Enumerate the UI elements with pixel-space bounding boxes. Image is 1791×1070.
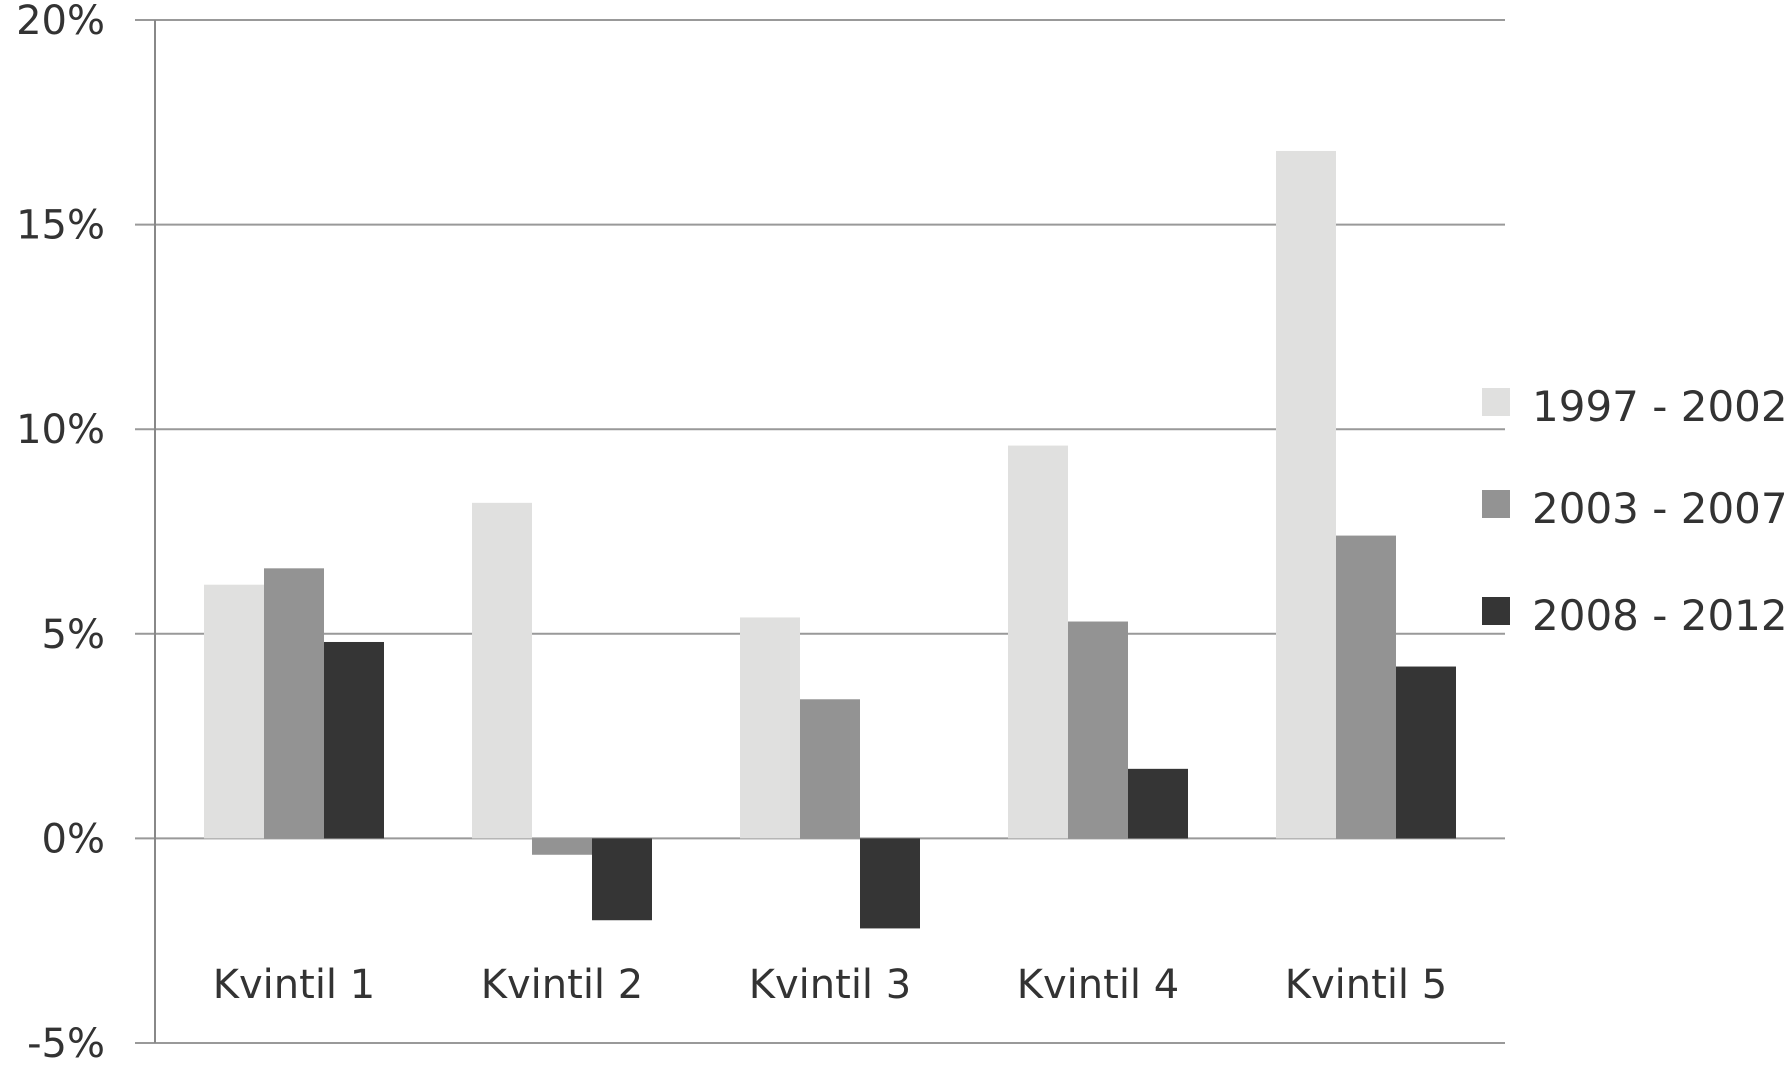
bar-2-series-2 — [532, 838, 592, 855]
y-tick-labels: -5% 0% 5% 10% 15% 20% — [16, 0, 105, 1067]
y-tick-label: -5% — [27, 1021, 105, 1067]
x-category-label: Kvintil 2 — [481, 962, 643, 1008]
bar-5-series-3 — [1396, 666, 1456, 839]
bar-3-series-3 — [860, 838, 920, 929]
legend-label-1: 1997 - 2002 — [1532, 382, 1788, 431]
x-category-label: Kvintil 3 — [749, 962, 911, 1008]
x-category-label: Kvintil 5 — [1285, 962, 1447, 1008]
bar-2-series-1 — [472, 502, 532, 839]
y-tick-label: 20% — [16, 0, 105, 44]
legend-label-2: 2003 - 2007 — [1532, 484, 1788, 533]
bar-1-series-1 — [204, 584, 264, 839]
x-category-labels: Kvintil 1 Kvintil 2 Kvintil 3 Kvintil 4 Kvin… — [213, 962, 1447, 1008]
bar-3-series-2 — [800, 699, 860, 839]
bar-4-series-1 — [1008, 445, 1068, 839]
bar-5-series-2 — [1336, 535, 1396, 839]
bars — [204, 150, 1456, 929]
legend-swatch-3 — [1482, 597, 1510, 625]
legend-swatch-1 — [1482, 388, 1510, 416]
y-tick-label: 10% — [16, 407, 105, 453]
bar-5-series-1 — [1276, 150, 1336, 839]
bar-2-series-3 — [592, 838, 652, 921]
x-category-label: Kvintil 1 — [213, 962, 375, 1008]
legend: 1997 - 2002 2003 - 2007 2008 - 2012 — [1482, 382, 1788, 640]
x-category-label: Kvintil 4 — [1017, 962, 1179, 1008]
y-tick-label: 15% — [16, 203, 105, 249]
legend-swatch-2 — [1482, 490, 1510, 518]
bar-4-series-2 — [1068, 621, 1128, 839]
bar-3-series-1 — [740, 617, 800, 839]
y-tick-label: 0% — [42, 816, 105, 862]
y-tick-label: 5% — [42, 612, 105, 658]
legend-label-3: 2008 - 2012 — [1532, 591, 1788, 640]
bar-1-series-3 — [324, 641, 384, 839]
bar-4-series-3 — [1128, 768, 1188, 839]
bar-1-series-2 — [264, 568, 324, 839]
